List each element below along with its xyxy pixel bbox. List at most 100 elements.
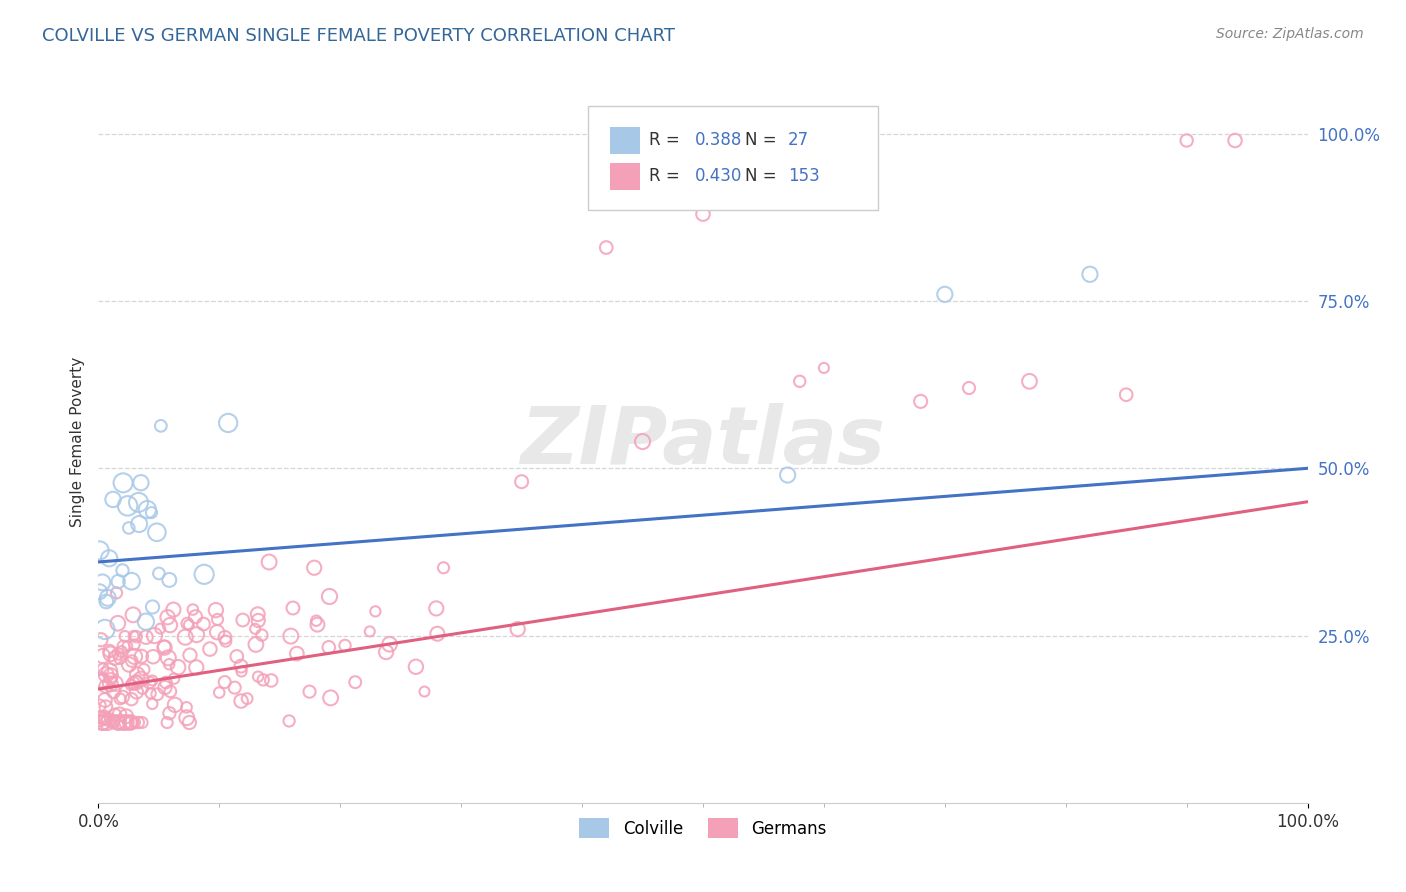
Germans [104, 676, 127, 690]
Colville [112, 475, 135, 490]
Text: ZIPatlas: ZIPatlas [520, 402, 886, 481]
Germans [125, 685, 148, 699]
Text: R =: R = [648, 131, 685, 149]
Germans [813, 361, 835, 376]
Colville [89, 584, 111, 599]
Germans [176, 711, 198, 725]
Germans [121, 654, 143, 668]
Colville [142, 599, 165, 614]
Germans [115, 715, 138, 730]
Germans [124, 715, 146, 730]
Germans [247, 614, 270, 628]
Colville [128, 495, 150, 509]
Germans [91, 715, 114, 730]
Germans [89, 714, 111, 728]
Germans [118, 715, 141, 730]
Germans [246, 607, 269, 622]
Germans [163, 672, 186, 686]
Colville [97, 591, 120, 605]
Colville [934, 287, 956, 301]
Germans [139, 686, 162, 700]
Germans [957, 381, 980, 395]
Germans [425, 601, 447, 615]
Germans [89, 710, 111, 724]
Germans [162, 602, 184, 616]
Germans [281, 601, 304, 615]
Germans [112, 715, 135, 730]
Germans [186, 660, 208, 674]
Germans [97, 713, 120, 727]
Germans [278, 714, 301, 728]
Germans [132, 663, 155, 677]
Germans [344, 675, 367, 690]
Colville [91, 575, 114, 590]
Germans [595, 241, 617, 255]
Germans [214, 631, 236, 645]
Germans [93, 711, 115, 725]
Colville [107, 574, 129, 589]
Germans [94, 699, 117, 714]
Germans [100, 668, 122, 682]
Germans [214, 675, 236, 690]
Germans [247, 670, 270, 684]
Germans [96, 715, 118, 730]
Germans [100, 647, 122, 661]
FancyBboxPatch shape [588, 105, 879, 211]
Germans [159, 684, 181, 698]
Germans [91, 648, 114, 663]
Germans [108, 651, 131, 665]
Germans [120, 678, 142, 692]
Germans [104, 708, 127, 723]
Germans [229, 694, 252, 708]
Germans [93, 715, 115, 730]
Germans [122, 676, 145, 690]
Germans [225, 649, 247, 664]
Germans [260, 673, 283, 688]
Germans [98, 644, 121, 658]
Germans [108, 691, 131, 706]
Germans [107, 715, 129, 730]
Germans [432, 561, 454, 575]
Colville [98, 551, 121, 566]
Germans [229, 659, 252, 673]
Germans [131, 715, 153, 730]
Germans [510, 475, 533, 489]
Colville [776, 467, 799, 482]
Germans [94, 693, 117, 707]
Colville [111, 564, 134, 578]
Germans [305, 614, 328, 628]
Text: 0.430: 0.430 [695, 168, 742, 186]
Germans [205, 603, 228, 617]
Germans [112, 640, 135, 654]
Germans [231, 665, 253, 679]
Germans [101, 715, 124, 730]
Germans [90, 673, 112, 687]
Germans [121, 692, 143, 706]
Germans [111, 690, 134, 704]
Germans [125, 630, 148, 644]
Germans [318, 640, 340, 655]
Colville [96, 594, 118, 608]
Germans [1223, 134, 1246, 148]
Germans [1018, 375, 1040, 389]
Germans [176, 700, 198, 714]
Germans [174, 630, 197, 644]
Germans [127, 667, 149, 681]
Germans [318, 590, 340, 604]
Germans [405, 660, 427, 674]
FancyBboxPatch shape [610, 127, 640, 154]
Germans [89, 698, 111, 713]
Germans [298, 684, 321, 698]
Germans [131, 649, 153, 664]
Germans [110, 644, 132, 658]
Germans [506, 622, 529, 636]
Germans [131, 681, 153, 695]
Germans [107, 616, 129, 631]
Germans [224, 681, 246, 695]
Germans [135, 630, 157, 644]
Germans [118, 657, 141, 672]
Germans [181, 602, 204, 616]
Germans [163, 698, 186, 712]
Germans [105, 586, 128, 600]
Germans [285, 647, 308, 661]
